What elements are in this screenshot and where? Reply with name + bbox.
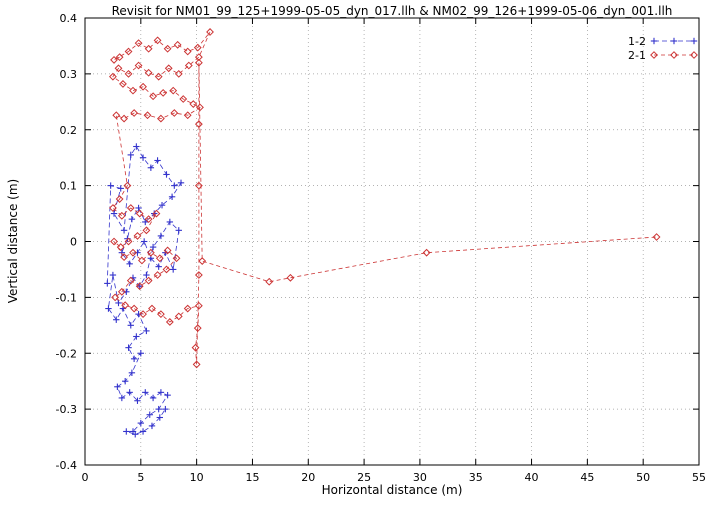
plot-border xyxy=(84,17,700,466)
svg-text:-0.2: -0.2 xyxy=(56,347,77,360)
svg-text:5: 5 xyxy=(137,471,144,484)
legend: 1-22-1 xyxy=(628,35,698,62)
svg-text:0.1: 0.1 xyxy=(60,180,78,193)
series-1-2 xyxy=(104,143,185,438)
svg-text:35: 35 xyxy=(469,471,483,484)
svg-text:10: 10 xyxy=(190,471,204,484)
chart-title: Revisit for NM01_99_125+1999-05-05_dyn_0… xyxy=(111,4,673,18)
x-axis-label: Horizontal distance (m) xyxy=(321,483,463,497)
series-2-1 xyxy=(109,28,661,369)
svg-text:50: 50 xyxy=(636,471,650,484)
svg-text:45: 45 xyxy=(580,471,594,484)
svg-text:-0.1: -0.1 xyxy=(56,291,77,304)
svg-text:30: 30 xyxy=(413,471,427,484)
svg-text:-0.4: -0.4 xyxy=(56,459,77,472)
svg-text:0.3: 0.3 xyxy=(60,68,78,81)
svg-text:55: 55 xyxy=(692,471,706,484)
svg-text:0: 0 xyxy=(82,471,89,484)
svg-text:15: 15 xyxy=(245,471,259,484)
svg-text:25: 25 xyxy=(357,471,371,484)
legend-label-2-1: 2-1 xyxy=(628,49,646,62)
axis-ticks xyxy=(84,17,700,466)
legend-label-1-2: 1-2 xyxy=(628,35,646,48)
svg-text:0.2: 0.2 xyxy=(60,124,78,137)
svg-text:0.4: 0.4 xyxy=(60,12,78,25)
svg-text:-0.3: -0.3 xyxy=(56,403,77,416)
svg-text:40: 40 xyxy=(525,471,539,484)
tick-labels: 0 5 10 15 20 25 30 35 40 45 50 55 -0.4 -0.3 -0.2 -0.1 0 0… xyxy=(56,12,706,484)
svg-text:0: 0 xyxy=(70,236,77,249)
svg-text:20: 20 xyxy=(301,471,315,484)
